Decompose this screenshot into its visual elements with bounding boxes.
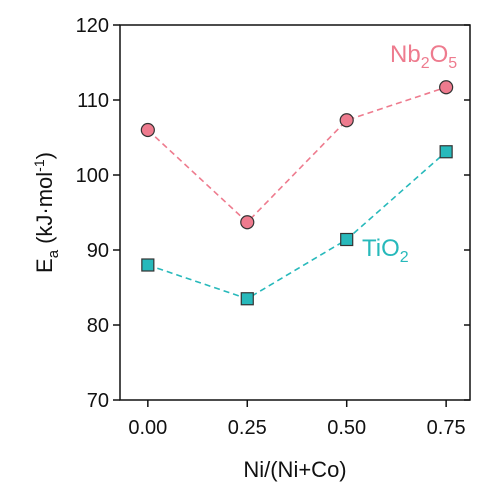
y-axis-label: Ea (kJ·mol-1): [31, 152, 62, 273]
x-tick-label: 0.00: [128, 417, 167, 439]
y-tick-label: 110: [77, 90, 109, 112]
marker: [340, 232, 354, 247]
marker: [439, 145, 453, 159]
marker: [439, 80, 454, 95]
subscript: 5: [448, 55, 457, 72]
marker: [339, 113, 354, 128]
label-part: TiO: [362, 235, 400, 262]
marker: [140, 122, 155, 138]
x-tick-label: 0.50: [327, 417, 366, 439]
y-axis-label-part: E: [32, 258, 57, 273]
y-axis-label-part: ): [32, 152, 57, 159]
series-line: [147, 151, 447, 300]
label-part: Nb: [390, 41, 421, 68]
marker: [141, 258, 155, 272]
y-axis-label-part: (kJ·mol: [32, 172, 57, 244]
series-line: [147, 86, 447, 224]
y-tick-label: 70: [87, 390, 109, 412]
y-axis-label-part: -1: [31, 159, 47, 172]
series-label: Nb2O5: [390, 41, 457, 72]
label-part: O: [430, 41, 449, 68]
x-tick-label: 0.75: [427, 417, 466, 439]
subscript: 2: [421, 55, 430, 72]
plot-frame: [119, 24, 471, 401]
y-tick-label: 90: [87, 240, 109, 262]
y-axis-label-part: a: [45, 249, 62, 258]
y-tick-label: 120: [76, 15, 109, 37]
x-axis-label: Ni/(Ni+Co): [243, 457, 346, 482]
marker: [240, 215, 255, 230]
x-tick-label: 0.25: [228, 417, 267, 439]
subscript: 2: [400, 249, 409, 266]
y-tick-label: 100: [76, 165, 109, 187]
y-tick-label: 80: [87, 315, 109, 337]
marker: [240, 292, 254, 306]
series-label: TiO2: [362, 235, 409, 266]
